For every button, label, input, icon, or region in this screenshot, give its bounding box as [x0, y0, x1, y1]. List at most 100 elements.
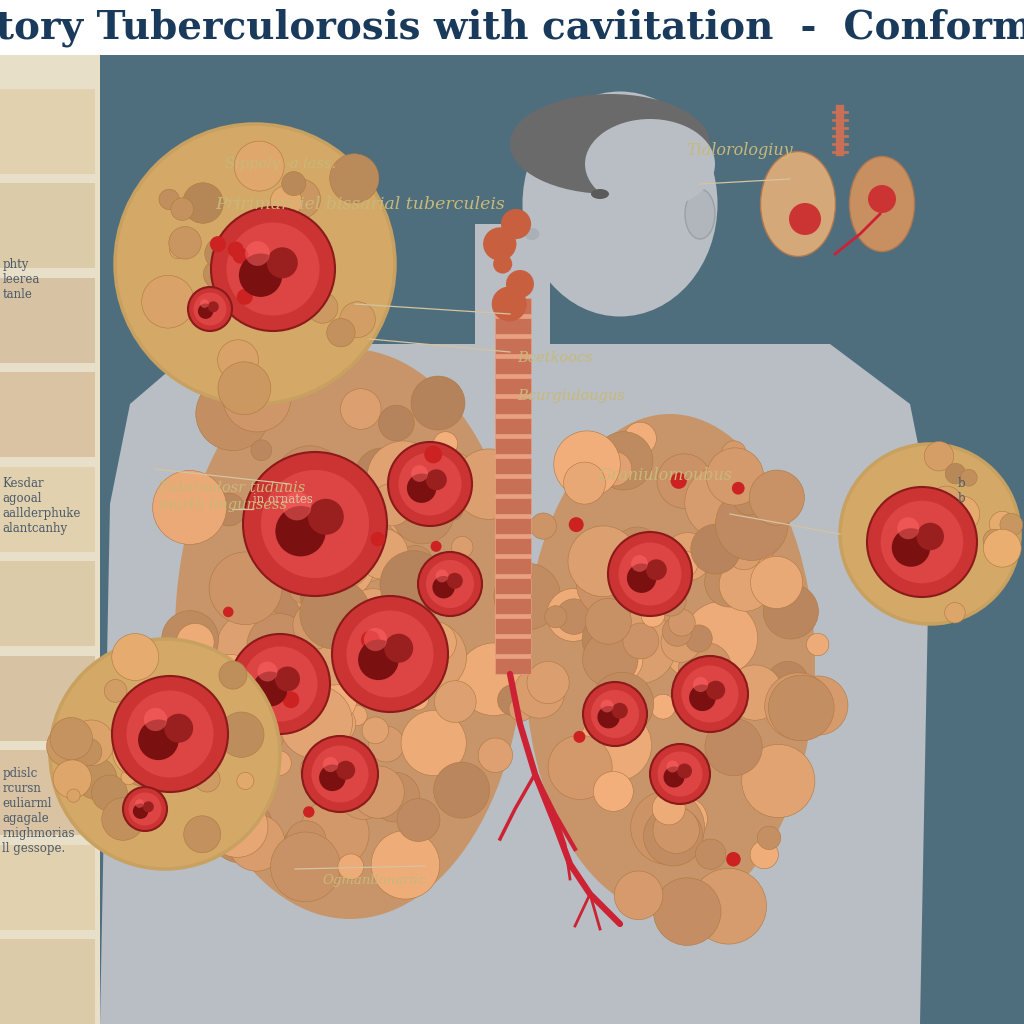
Circle shape	[754, 555, 778, 580]
Circle shape	[115, 124, 395, 404]
Circle shape	[691, 868, 767, 944]
Circle shape	[401, 711, 466, 775]
Circle shape	[50, 639, 280, 869]
Circle shape	[163, 730, 207, 775]
Circle shape	[916, 522, 944, 550]
Circle shape	[705, 719, 762, 776]
Circle shape	[340, 302, 376, 338]
Circle shape	[613, 606, 637, 630]
Bar	[495, 578, 531, 594]
Circle shape	[384, 671, 412, 699]
Text: b
b: b b	[957, 476, 965, 505]
Circle shape	[188, 287, 232, 331]
Circle shape	[514, 668, 564, 718]
Circle shape	[364, 628, 387, 651]
Circle shape	[765, 673, 831, 739]
Circle shape	[315, 658, 339, 681]
Circle shape	[340, 594, 407, 659]
Circle shape	[238, 261, 261, 285]
Circle shape	[198, 782, 223, 807]
Circle shape	[162, 610, 218, 668]
Circle shape	[360, 631, 380, 649]
Circle shape	[480, 669, 517, 706]
Circle shape	[601, 699, 613, 713]
Circle shape	[209, 798, 273, 863]
Circle shape	[339, 770, 388, 819]
Circle shape	[196, 671, 252, 727]
Circle shape	[685, 466, 757, 539]
Circle shape	[223, 606, 233, 617]
Circle shape	[234, 141, 285, 191]
Circle shape	[204, 260, 231, 289]
Circle shape	[631, 555, 648, 571]
Bar	[495, 478, 531, 494]
Circle shape	[212, 227, 267, 283]
Circle shape	[707, 447, 764, 505]
Circle shape	[618, 543, 682, 605]
Circle shape	[671, 472, 687, 488]
Circle shape	[424, 445, 442, 464]
Circle shape	[554, 431, 621, 498]
Bar	[495, 358, 531, 374]
Circle shape	[300, 756, 327, 782]
Bar	[495, 398, 531, 414]
Text: Bcurgiulougus: Bcurgiulougus	[517, 389, 625, 403]
Circle shape	[733, 483, 765, 515]
Circle shape	[388, 442, 472, 526]
Circle shape	[290, 577, 316, 603]
Circle shape	[218, 361, 270, 415]
Circle shape	[580, 710, 651, 781]
Circle shape	[868, 185, 896, 213]
Circle shape	[232, 248, 249, 263]
Polygon shape	[100, 344, 930, 1024]
Circle shape	[171, 198, 194, 220]
Circle shape	[219, 712, 264, 758]
Circle shape	[506, 270, 534, 298]
Circle shape	[313, 644, 354, 685]
Circle shape	[398, 453, 462, 515]
Text: pdislc
rcursn
euliarml
agagale
rnighmorias
ll gessope.: pdislc rcursn euliarml agagale rnighmori…	[2, 767, 75, 855]
Circle shape	[923, 548, 952, 577]
Circle shape	[672, 656, 748, 732]
Circle shape	[339, 589, 408, 656]
Circle shape	[664, 798, 708, 841]
Circle shape	[398, 581, 439, 623]
Circle shape	[691, 524, 740, 574]
Circle shape	[530, 513, 556, 540]
Circle shape	[311, 745, 369, 803]
Circle shape	[693, 677, 709, 692]
Circle shape	[330, 154, 379, 203]
Bar	[0, 373, 95, 458]
Circle shape	[458, 643, 530, 716]
Ellipse shape	[850, 157, 914, 252]
Circle shape	[168, 728, 206, 767]
Circle shape	[141, 275, 195, 328]
Circle shape	[657, 454, 712, 509]
Circle shape	[653, 878, 721, 945]
Circle shape	[586, 598, 632, 644]
Circle shape	[509, 697, 534, 721]
Circle shape	[882, 496, 910, 524]
Bar	[495, 304, 531, 674]
Circle shape	[418, 452, 480, 514]
Bar	[495, 318, 531, 334]
Circle shape	[209, 552, 282, 625]
Circle shape	[741, 744, 815, 817]
Circle shape	[289, 247, 319, 278]
Bar	[0, 278, 95, 362]
Circle shape	[222, 245, 273, 295]
Circle shape	[138, 720, 179, 760]
Circle shape	[398, 546, 433, 581]
Circle shape	[67, 790, 80, 802]
Circle shape	[577, 548, 647, 618]
Circle shape	[650, 694, 676, 719]
Circle shape	[270, 833, 340, 902]
Circle shape	[602, 610, 676, 684]
Circle shape	[227, 242, 244, 258]
Circle shape	[679, 642, 732, 695]
Circle shape	[758, 826, 780, 850]
Circle shape	[983, 529, 1021, 567]
Circle shape	[292, 665, 351, 723]
Ellipse shape	[175, 349, 525, 919]
Circle shape	[307, 293, 338, 324]
